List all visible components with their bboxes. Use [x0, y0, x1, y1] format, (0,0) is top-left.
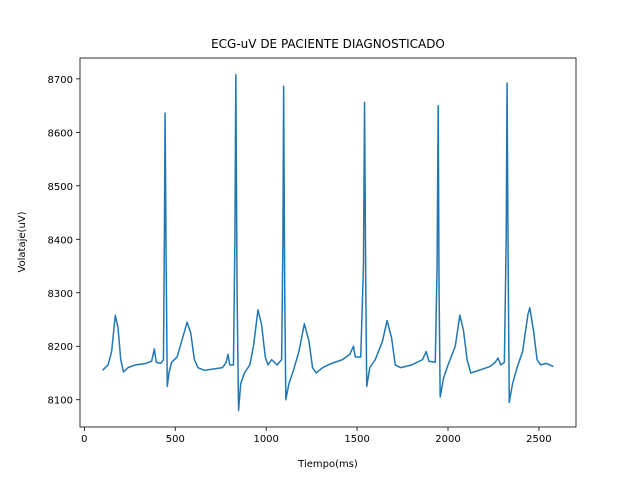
- y-tick-label: 8200: [48, 342, 73, 353]
- y-tick-label: 8400: [48, 235, 73, 246]
- x-tick-label: 2500: [526, 434, 551, 445]
- x-tick-label: 2000: [435, 434, 460, 445]
- chart-title: ECG-uV DE PACIENTE DIAGNOSTICADO: [211, 37, 445, 51]
- y-tick-label: 8600: [48, 128, 73, 139]
- x-tick-label: 500: [166, 434, 185, 445]
- y-tick-label: 8300: [48, 289, 73, 300]
- line: [102, 73, 554, 412]
- y-tick-label: 8700: [48, 75, 73, 86]
- y-tick-label: 8500: [48, 182, 73, 193]
- x-axis-label: Tiempo(ms): [297, 459, 358, 470]
- y-tick-label: 8100: [48, 396, 73, 407]
- x-tick-label: 1000: [253, 434, 278, 445]
- y-axis-label: Volataje(uV): [17, 211, 28, 272]
- x-tick-label: 0: [81, 434, 87, 445]
- axes-frame: [79, 57, 577, 428]
- x-tick-label: 1500: [344, 434, 369, 445]
